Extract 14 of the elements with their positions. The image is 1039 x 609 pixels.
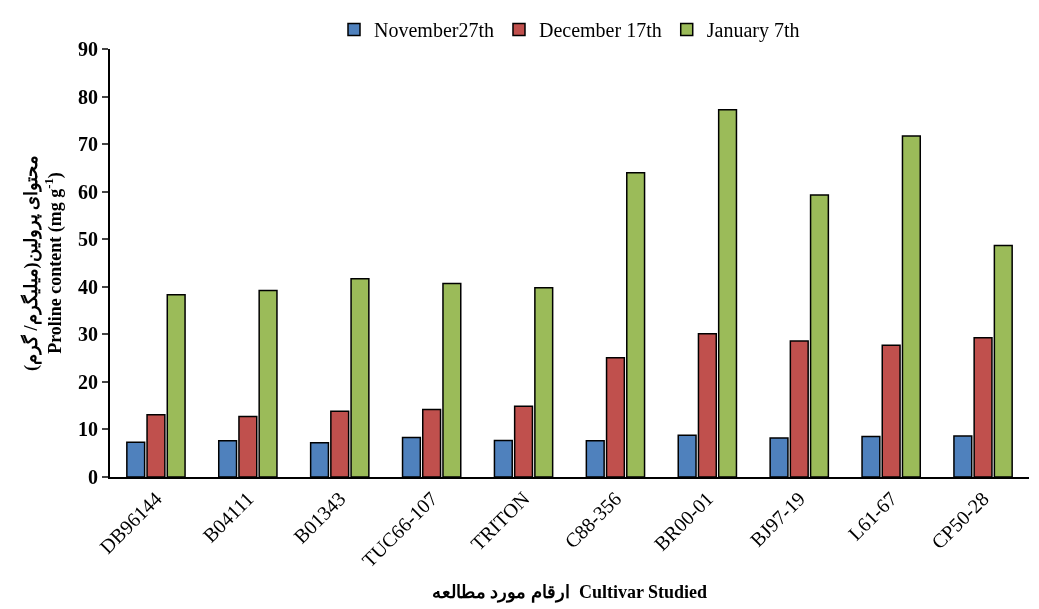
y-tick-label: 70 [78,133,98,156]
legend-label: January 7th [706,19,800,43]
y-tick-label: 60 [78,180,98,203]
legend-label: December 17th [538,19,662,42]
y-tick-label: 30 [78,323,98,346]
y-tick-label: 40 [78,275,98,298]
y-tick-label: 90 [78,38,98,60]
y-tick-label: 80 [78,85,98,108]
x-axis-title: ارقام مورد مطالعه Cultivar Studied [431,581,708,603]
y-tick-label: 0 [88,466,98,488]
legend-label: November27th [374,19,494,42]
y-tick-label: 20 [78,370,98,393]
y-tick-label: 10 [78,418,98,441]
y-tick-label: 50 [78,228,98,251]
